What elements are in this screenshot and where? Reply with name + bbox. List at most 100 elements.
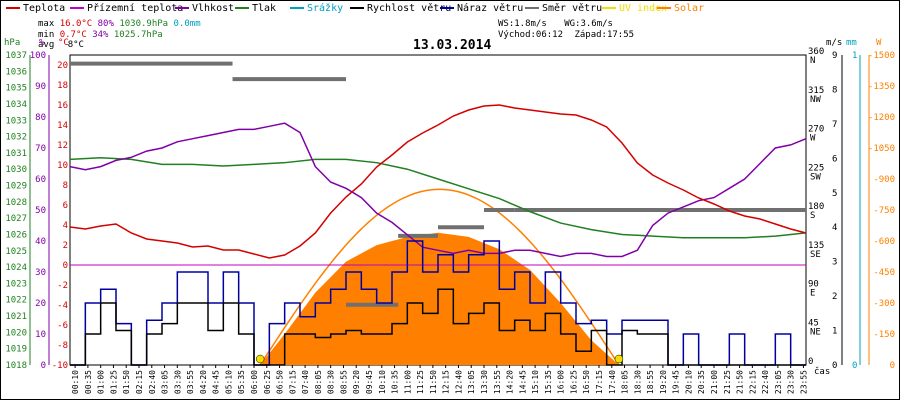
pressure-tick-label: 1032	[5, 133, 27, 143]
pressure-tick-label: 1019	[5, 345, 27, 355]
x-tick-label: 16:25	[569, 370, 578, 394]
rain-tick-label: 0	[852, 361, 857, 371]
direction-tick-label: 45	[808, 318, 819, 328]
x-tick-label: 09:45	[365, 370, 374, 394]
pressure-tick-label: 1026	[5, 230, 27, 240]
x-tick-label: 06:50	[276, 370, 285, 394]
temp-tick-label: 14	[57, 121, 68, 131]
humidity-tick-label: 80	[35, 113, 46, 123]
stats-min-pressure: 1025.7hPa	[113, 30, 163, 40]
x-tick-label: 12:40	[454, 370, 463, 394]
stats-max-label: max	[38, 19, 55, 29]
x-tick-label: 10:35	[391, 370, 400, 394]
stats-sunrise: Východ:06:12	[498, 30, 564, 40]
humidity-tick-label: 10	[35, 330, 46, 340]
rain-tick-label: 1	[852, 51, 857, 61]
x-tick-label: 02:40	[148, 370, 157, 394]
x-tick-label: 19:45	[672, 370, 681, 394]
stats-avg-label: avg	[38, 40, 55, 50]
humidity-tick-label: 50	[35, 206, 46, 216]
pressure-tick-label: 1030	[5, 165, 27, 175]
x-tick-label: 23:55	[799, 370, 808, 394]
direction-tick-label: 135	[808, 241, 824, 251]
unit-w: W	[876, 38, 882, 48]
legend-item: Rychlost větru	[350, 3, 451, 14]
humidity-tick-label: 40	[35, 237, 46, 247]
humidity-tick-label: 30	[35, 268, 46, 278]
temp-tick-label: 8	[63, 181, 68, 191]
x-tick-label: 03:55	[186, 370, 195, 394]
x-tick-label: 08:05	[314, 370, 323, 394]
stats-max-temp: 16.0°C	[59, 19, 93, 29]
x-tick-label: 17:40	[608, 370, 617, 394]
pressure-line	[69, 157, 807, 239]
x-tick-label: 03:05	[161, 370, 170, 394]
solar-tick-label: -750	[873, 206, 895, 216]
direction-tick-label: 225	[808, 163, 824, 173]
legend-item: Přízemní teplota	[70, 3, 183, 14]
legend-item: Teplota	[6, 3, 65, 14]
x-tick-label: 01:25	[109, 370, 118, 394]
direction-tick-label: NW	[810, 95, 821, 105]
x-tick-label: 17:15	[595, 370, 604, 394]
x-tick-label: 16:00	[557, 370, 566, 394]
unit-hpa: hPa	[4, 38, 21, 48]
wind-tick-label: 6	[832, 154, 837, 164]
temp-tick-label: -2	[57, 281, 68, 291]
x-tick-label: 23:05	[774, 370, 783, 394]
x-tick-label: 05:35	[237, 370, 246, 394]
wind-tick-label: 7	[832, 120, 837, 130]
direction-tick-label: N	[810, 56, 815, 66]
solar-max-curve	[259, 188, 620, 366]
legend-swatch	[290, 7, 304, 9]
x-tick-label: 08:55	[339, 370, 348, 394]
temp-tick-label: 16	[57, 101, 68, 111]
pressure-tick-label: 1024	[5, 263, 27, 273]
humidity-tick-label: 60	[35, 175, 46, 185]
x-tick-label: 18:55	[646, 370, 655, 394]
x-tick-label: 08:30	[327, 370, 336, 394]
x-tick-label: 14:20	[506, 370, 515, 394]
pressure-tick-label: 1018	[5, 361, 27, 371]
legend-label: Náraz větru	[457, 3, 524, 14]
pressure-tick-label: 1034	[5, 100, 27, 110]
legend-label: UV index	[619, 3, 668, 14]
x-tick-label: 18:05	[621, 370, 630, 394]
direction-tick-label: 315	[808, 86, 824, 96]
direction-tick-label: 90	[808, 280, 819, 290]
direction-tick-label: 360	[808, 47, 824, 57]
x-tick-label: 01:50	[122, 370, 131, 394]
pressure-tick-label: 1036	[5, 67, 27, 77]
x-tick-label: 06:00	[250, 370, 259, 394]
x-tick-label: 15:10	[531, 370, 540, 394]
pressure-tick-label: 1031	[5, 149, 27, 159]
legend-item: Náraz větru	[440, 3, 523, 14]
x-tick-label: 13:30	[480, 370, 489, 394]
unit-mm: mm	[846, 38, 857, 48]
x-tick-label: 01:00	[97, 370, 106, 394]
wind-tick-label: 0	[832, 361, 837, 371]
legend-label: Směr větru	[542, 3, 603, 14]
direction-tick-label: SW	[810, 172, 821, 182]
legend-swatch	[6, 7, 20, 9]
temp-tick-label: 0	[63, 261, 68, 271]
temp-tick-label: 20	[57, 61, 68, 71]
unit-ms: m/s	[826, 38, 843, 48]
x-tick-label: 22:40	[761, 370, 770, 394]
solar-area	[260, 232, 619, 365]
temp-tick-label: 2	[63, 241, 68, 251]
solar-tick-label: -900	[873, 175, 895, 185]
direction-tick-label: 0	[808, 357, 813, 367]
direction-tick-label: S	[810, 211, 815, 221]
legend-item: Vlhkost	[175, 3, 234, 14]
pressure-tick-label: 1021	[5, 312, 27, 322]
x-tick-label: 04:45	[212, 370, 221, 394]
temp-tick-label: 10	[57, 161, 68, 171]
legend-label: Srážky	[307, 3, 344, 14]
chart-date: 13.03.2014	[413, 38, 492, 53]
x-tick-label: 00:10	[71, 370, 80, 394]
solar-tick-label: -1200	[868, 113, 895, 123]
x-tick-label: 15:35	[544, 370, 553, 394]
x-tick-label: 09:20	[352, 370, 361, 394]
